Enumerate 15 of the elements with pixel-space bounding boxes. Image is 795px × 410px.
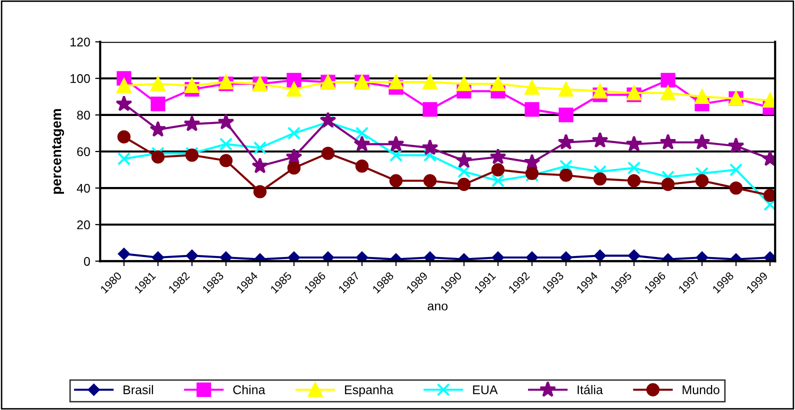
legend-label: Mundo xyxy=(682,385,720,394)
y-axis-title: percentagem xyxy=(52,109,64,194)
legend-label: Espanha xyxy=(345,385,394,397)
y-tick-label: 40 xyxy=(76,184,90,193)
y-tick-label: 100 xyxy=(70,74,90,84)
legend-label: China xyxy=(233,385,266,394)
x-axis-title: ano xyxy=(428,304,448,310)
legend-label: Itália xyxy=(578,384,603,394)
y-tick-label: 120 xyxy=(70,38,90,46)
y-tick-label: 80 xyxy=(77,110,90,120)
y-tick-label: 0 xyxy=(84,256,90,266)
legend-label: EUA xyxy=(473,386,498,394)
legend-label: Brasil xyxy=(124,385,154,394)
y-tick-label: 60 xyxy=(77,147,90,156)
y-tick-label: 20 xyxy=(77,220,90,230)
